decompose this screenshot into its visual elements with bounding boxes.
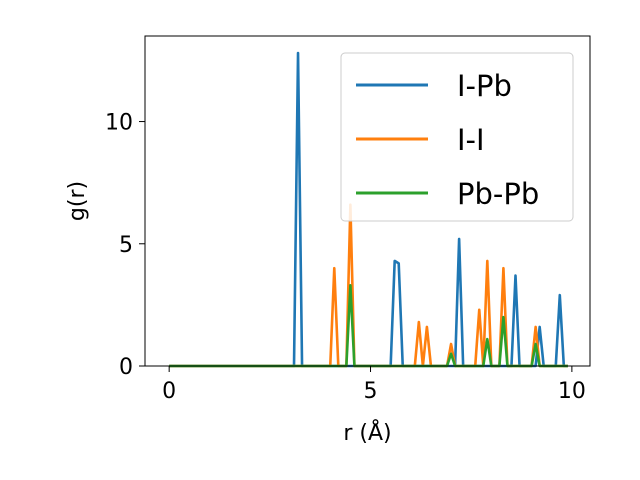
legend-label-i-i: I-I xyxy=(457,123,485,157)
ticks-layer: 0 5 10 0 5 10 xyxy=(105,111,586,404)
series-line-i-i xyxy=(169,203,568,368)
plot-frame xyxy=(144,35,591,367)
legend-label-i-pb: I-Pb xyxy=(457,69,512,103)
y-tick-label: 10 xyxy=(105,111,133,136)
legend-label-pb-pb: Pb-Pb xyxy=(457,177,539,211)
x-axis-label: r (Å) xyxy=(343,419,391,446)
x-tick-label: 5 xyxy=(364,379,378,404)
series-line-pb-pb xyxy=(169,284,568,368)
x-tick-label: 10 xyxy=(558,379,586,404)
legend-box xyxy=(340,52,574,222)
y-tick-label: 5 xyxy=(119,233,133,258)
y-axis-label: g(r) xyxy=(65,181,90,221)
x-tick-label: 0 xyxy=(162,379,176,404)
legend: I-Pb I-I Pb-Pb xyxy=(340,52,574,222)
y-tick-label: 0 xyxy=(119,355,133,380)
